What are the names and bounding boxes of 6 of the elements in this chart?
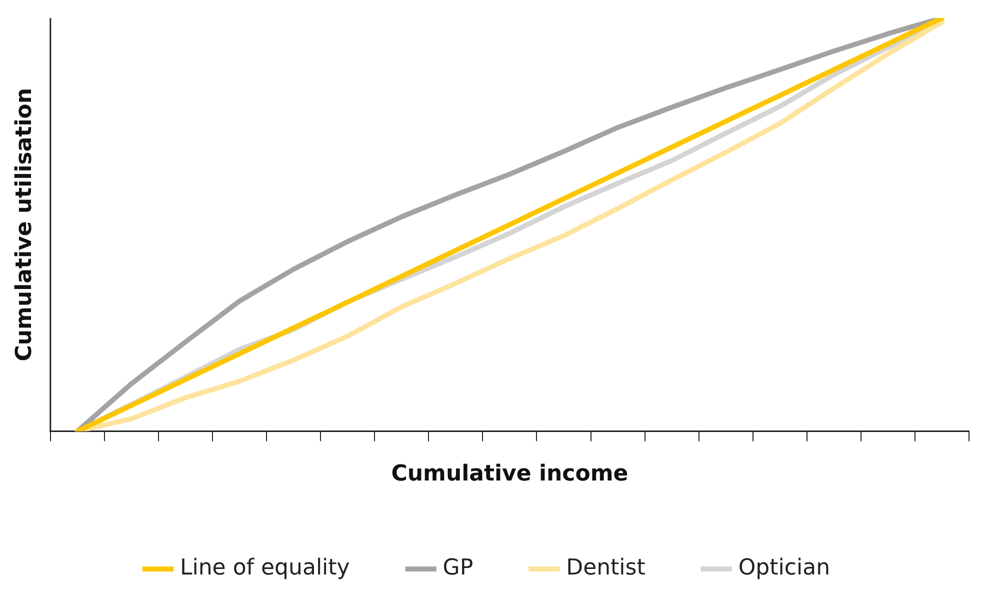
legend-label: GP	[442, 556, 474, 581]
x-axis-title: Cumulative income	[391, 462, 628, 487]
y-axis-title: Cumulative utilisation	[12, 88, 37, 362]
legend-label: Optician	[738, 556, 830, 581]
legend-label: Dentist	[566, 556, 646, 581]
legend-label: Line of equality	[180, 556, 350, 581]
